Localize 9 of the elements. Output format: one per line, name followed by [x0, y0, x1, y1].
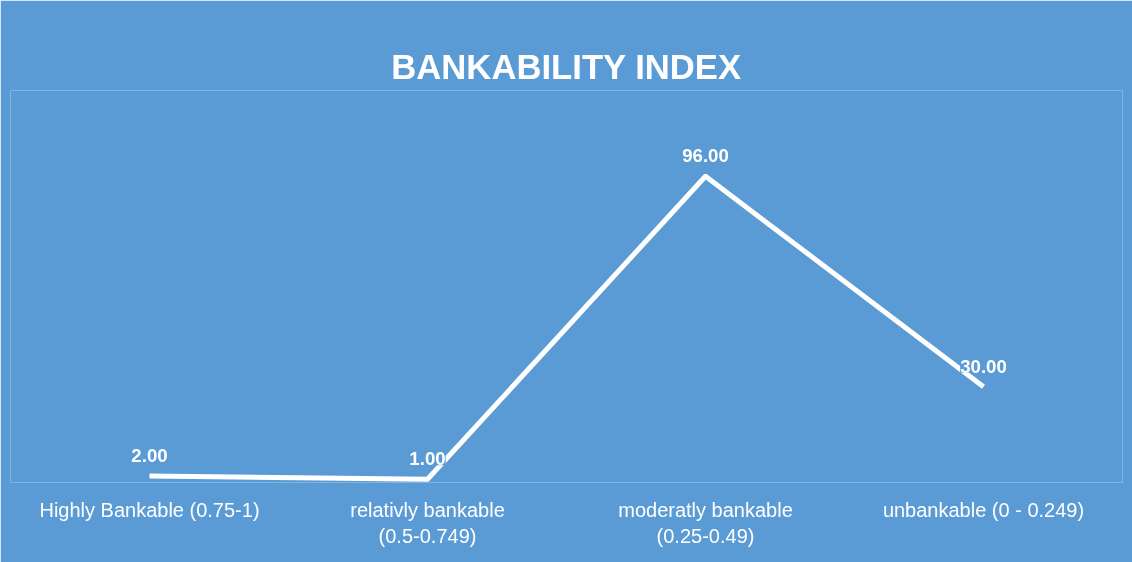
- x-tick-label: Highly Bankable (0.75-1): [39, 498, 260, 521]
- data-label: 2.00: [131, 445, 168, 467]
- chart-title: BANKABILITY INDEX: [391, 47, 742, 86]
- data-label: 1.00: [409, 448, 446, 470]
- x-tick-label: relativly bankable (0.5-0.749): [350, 498, 505, 547]
- data-label: 96.00: [682, 145, 729, 167]
- x-tick-label: unbankable (0 - 0.249): [882, 498, 1085, 521]
- x-tick-label: moderatly bankable (0.25-0.49): [618, 498, 793, 547]
- data-label: 30.00: [960, 355, 1007, 377]
